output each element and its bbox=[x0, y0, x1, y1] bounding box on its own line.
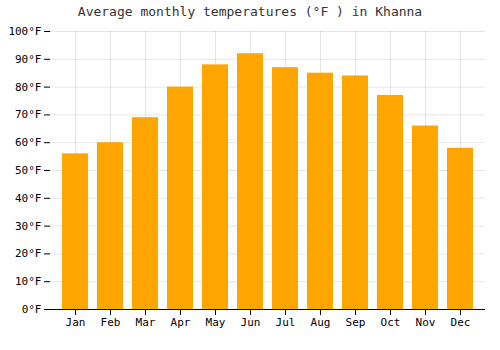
svg-text:Jan: Jan bbox=[66, 316, 86, 329]
svg-text:Jul: Jul bbox=[276, 316, 296, 329]
html-text:Average monthly temperatures (: Average monthly temperatures (°F ) in Kh… bbox=[77, 4, 423, 19]
svg-text:Apr: Apr bbox=[171, 316, 191, 329]
svg-text:10°F: 10°F bbox=[15, 275, 42, 288]
svg-text:80°F: 80°F bbox=[15, 81, 42, 94]
svg-text:20°F: 20°F bbox=[15, 247, 42, 260]
svg-text:100°F: 100°F bbox=[8, 25, 41, 38]
svg-text:Nov: Nov bbox=[416, 316, 436, 329]
svg-text:60°F: 60°F bbox=[15, 136, 42, 149]
svg-text:May: May bbox=[206, 316, 226, 329]
svg-text:Jun: Jun bbox=[241, 316, 261, 329]
svg-text:Aug: Aug bbox=[311, 316, 331, 329]
svg-text:90°F: 90°F bbox=[15, 53, 42, 66]
svg-text:40°F: 40°F bbox=[15, 192, 42, 205]
svg-text:Dec: Dec bbox=[451, 316, 471, 329]
svg-text:70°F: 70°F bbox=[15, 108, 42, 121]
svg-text:Oct: Oct bbox=[381, 316, 401, 329]
svg-text:Feb: Feb bbox=[101, 316, 121, 329]
svg-text:0°F: 0°F bbox=[22, 303, 42, 316]
svg-text:Sep: Sep bbox=[346, 316, 366, 329]
svg-text:30°F: 30°F bbox=[15, 220, 42, 233]
svg-text:Mar: Mar bbox=[136, 316, 156, 329]
svg-text:50°F: 50°F bbox=[15, 164, 42, 177]
